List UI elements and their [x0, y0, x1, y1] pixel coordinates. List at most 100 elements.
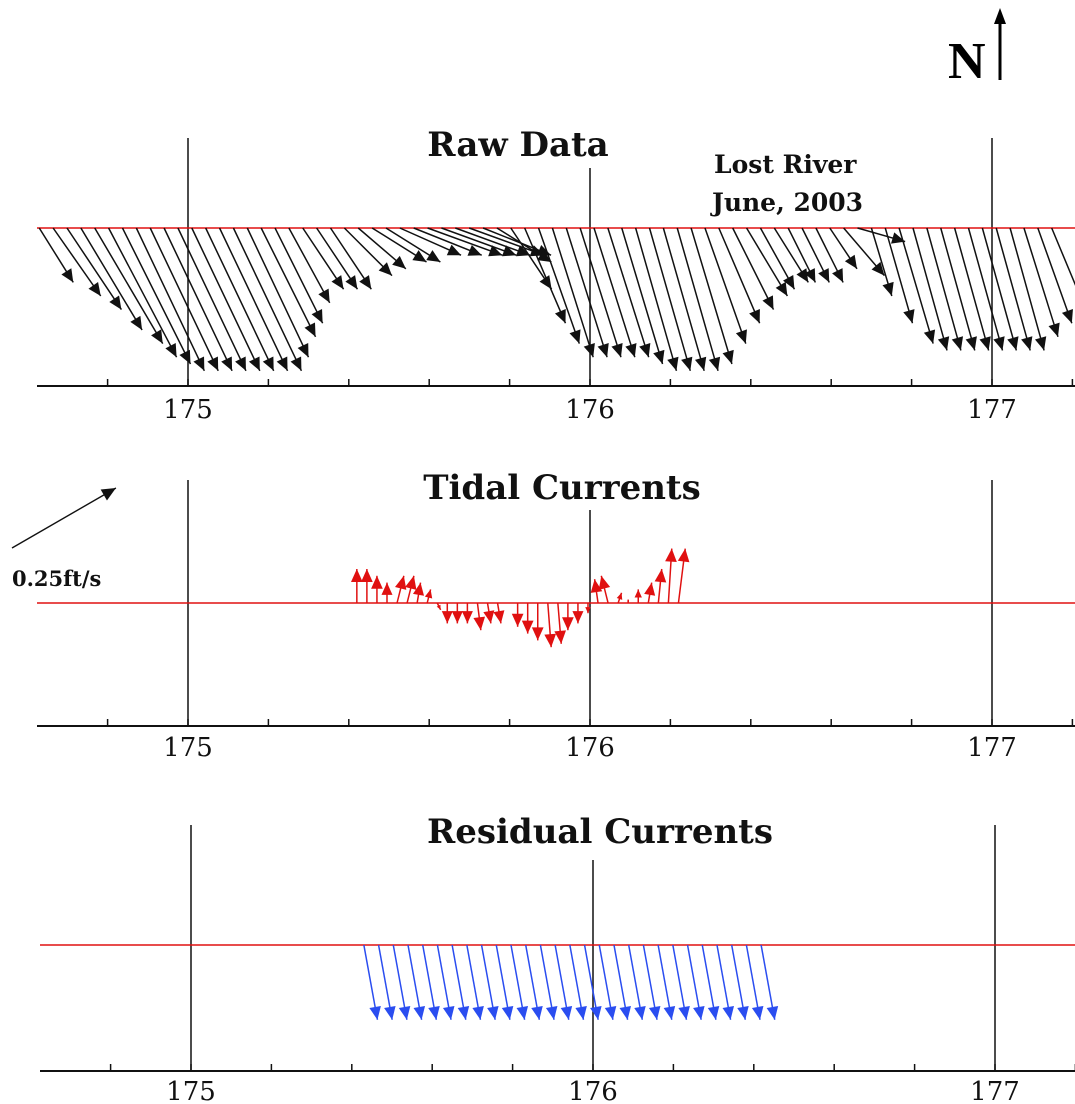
vector-arrow — [642, 944, 661, 1020]
vector-arrow-head — [395, 575, 407, 590]
vector-arrow-head — [473, 616, 486, 631]
vector-arrow-head — [804, 268, 816, 283]
vector-arrow — [316, 227, 359, 290]
vector-arrow-shaft — [704, 227, 747, 344]
vector-arrow — [787, 227, 817, 283]
vector-arrow-head — [722, 1005, 735, 1020]
vector-arrow-head — [965, 336, 977, 351]
vector-arrow-head — [590, 1005, 602, 1020]
vector-arrow — [436, 944, 455, 1020]
north-label: N — [948, 33, 986, 90]
vector-arrow-head — [766, 1005, 779, 1020]
vector-arrow — [634, 227, 679, 372]
vector-arrow-head — [248, 356, 260, 371]
vector-arrow-head — [392, 255, 406, 269]
vector-arrow — [66, 227, 123, 311]
vector-arrow-shaft — [634, 227, 678, 372]
vector-arrow-head — [413, 1005, 426, 1020]
vector-arrow-head — [537, 250, 552, 262]
vector-arrow — [524, 944, 543, 1020]
vector-arrow-shaft — [232, 227, 303, 372]
vector-arrow — [644, 582, 656, 604]
vector-arrow-head — [451, 611, 463, 624]
vector-arrow-shaft — [648, 227, 692, 372]
vector-arrow-head — [359, 275, 372, 290]
vector-arrow-head — [398, 1005, 411, 1020]
scale-vector — [11, 487, 117, 549]
vector-arrow — [461, 603, 473, 624]
vector-arrow-head — [487, 1005, 499, 1020]
vector-arrow-shaft — [565, 227, 608, 358]
vector-arrow — [745, 944, 764, 1020]
vector-arrow — [441, 603, 453, 624]
vector-arrow-shaft — [1009, 227, 1045, 351]
vector-arrow-head — [311, 308, 323, 324]
scale-vector-shaft — [11, 487, 117, 549]
vector-arrow-shaft — [455, 227, 531, 256]
vector-arrow — [94, 227, 164, 344]
vector-arrow-shaft — [1023, 227, 1059, 338]
vector-arrow — [677, 548, 690, 604]
vector-arrow — [451, 944, 470, 1020]
vector-arrow — [801, 227, 830, 283]
vector-arrow-head — [665, 548, 677, 562]
vector-arrow-head — [818, 268, 830, 283]
vector-arrow — [483, 602, 495, 624]
vector-arrow-head — [483, 610, 495, 624]
tick-label-177: 177 — [970, 1077, 1020, 1104]
vector-arrow-head — [276, 356, 288, 371]
scale-vector-head — [100, 488, 116, 501]
vector-arrow — [1023, 227, 1060, 338]
vector-arrow — [496, 227, 552, 263]
vector-arrow — [1009, 227, 1047, 351]
vector-arrow — [648, 227, 693, 372]
vector-arrow — [343, 227, 393, 277]
vector-arrow — [205, 227, 275, 372]
scale-label: 0.25ft/s — [12, 566, 101, 591]
vector-arrow — [361, 569, 373, 603]
vector-arrow — [676, 227, 721, 372]
vector-arrow-head — [436, 604, 441, 610]
vector-arrow — [607, 227, 651, 358]
vector-arrow-head — [611, 343, 623, 358]
vector-arrow — [701, 944, 720, 1020]
vector-arrow — [135, 227, 206, 372]
vector-arrow — [565, 227, 609, 358]
vector-arrow — [466, 944, 484, 1020]
vector-arrow-head — [783, 274, 795, 290]
vector-arrow-head — [572, 611, 584, 624]
vector-arrow-shaft — [205, 227, 275, 372]
tick-label-177: 177 — [967, 395, 1017, 425]
vector-arrow-head — [749, 308, 760, 324]
vector-arrow-head — [1061, 308, 1073, 324]
vector-arrow-head — [442, 1005, 455, 1020]
vector-arrow-head — [1034, 336, 1047, 351]
vector-arrow-head — [130, 315, 143, 330]
vector-arrow — [898, 227, 936, 344]
vector-arrow-shaft — [274, 227, 324, 324]
vector-arrow — [539, 944, 558, 1020]
vector-arrow-shaft — [260, 227, 317, 338]
panel-raw-data: Raw Data Lost River June, 2003 175 176 177 — [37, 125, 1075, 425]
vector-arrow — [363, 944, 381, 1020]
vector-arrow-head — [722, 349, 734, 364]
vector-arrow — [80, 227, 143, 331]
vector-arrow-head — [235, 356, 246, 371]
vector-arrow-head — [544, 633, 557, 648]
vector-arrow-head — [441, 611, 453, 624]
vector-arrow-head — [207, 356, 219, 371]
vector-arrow-head — [694, 356, 707, 371]
vector-arrow — [551, 227, 595, 358]
vector-arrow-head — [993, 336, 1005, 351]
vector-arrow-head — [648, 1005, 661, 1020]
vector-arrow-head — [951, 336, 964, 351]
vector-arrow — [357, 227, 407, 270]
vector-arrow — [627, 599, 630, 603]
vector-arrow-head — [545, 1005, 558, 1020]
vector-arrow-shaft — [66, 227, 123, 311]
tick-label-176: 176 — [565, 395, 615, 425]
vector-arrow — [392, 944, 411, 1020]
vector-arrow-head — [677, 548, 690, 563]
vector-arrow-head — [515, 245, 531, 257]
